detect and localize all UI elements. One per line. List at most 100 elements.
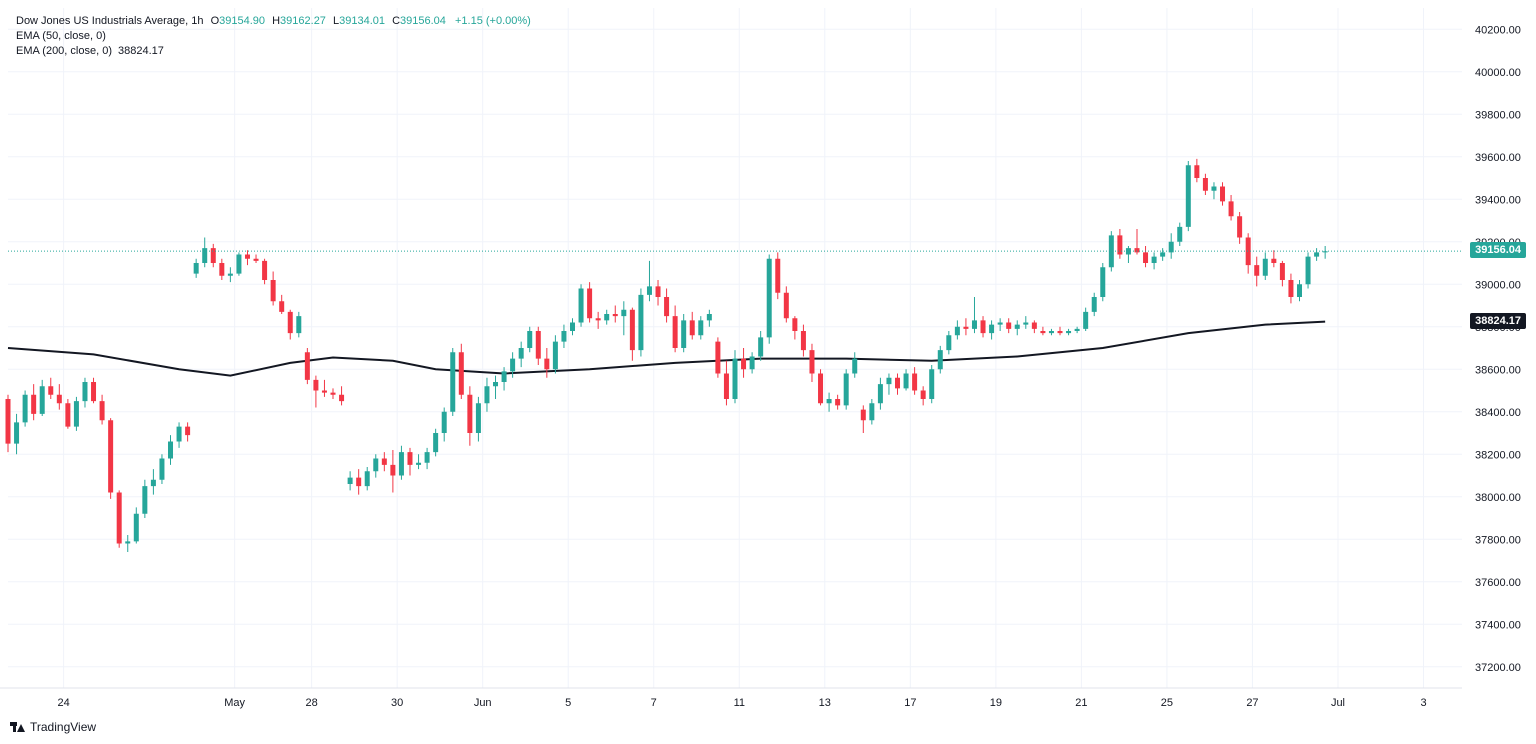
candle-body (1322, 251, 1328, 253)
candle-body (1057, 331, 1063, 334)
candle-body (313, 379, 319, 391)
candle-down (31, 384, 37, 421)
y-tick-label: 39600.00 (1475, 152, 1521, 164)
candle-down (5, 394, 11, 453)
candle-up (441, 407, 447, 442)
candle-down (1117, 229, 1123, 259)
candle-body (48, 386, 54, 395)
candle-up (1091, 292, 1097, 317)
legend-ema50-row[interactable]: EMA (50, close, 0) (16, 29, 531, 44)
x-tick-label: 11 (734, 697, 745, 709)
candle-body (1296, 284, 1302, 297)
candle-body (210, 248, 216, 263)
candle-body (91, 382, 97, 402)
candle-body (1245, 237, 1251, 266)
candle-up (416, 454, 422, 470)
candle-body (826, 399, 832, 404)
candle-up (1322, 246, 1328, 259)
candle-up (569, 318, 575, 336)
candle-up (621, 301, 627, 336)
candle-body (1185, 165, 1191, 227)
close-label: C (392, 15, 401, 27)
candle-body (706, 314, 712, 321)
candle-down (330, 388, 336, 399)
candle-body (1048, 331, 1054, 334)
candle-up (749, 352, 755, 374)
x-tick-label: 28 (306, 697, 318, 709)
candle-body (946, 335, 952, 351)
candle-body (886, 377, 892, 385)
candle-body (852, 358, 858, 374)
candle-up (73, 396, 79, 431)
candle-down (253, 254, 259, 263)
candle-up (142, 479, 148, 518)
candle-up (1023, 316, 1029, 329)
candle-up (766, 254, 772, 344)
x-tick-label: 17 (904, 697, 916, 709)
candle-down (1254, 256, 1260, 287)
tradingview-icon (10, 722, 26, 732)
price-axis: 40200.00 40000.00 39800.00 39600.00 39400.00… (1475, 24, 1521, 674)
candle-body (433, 433, 439, 453)
candle-down (1220, 182, 1226, 206)
symbol-title: Dow Jones US Industrials Average, 1h (16, 15, 204, 27)
candle-up (527, 326, 533, 353)
candle-up (1211, 182, 1217, 200)
candle-down (860, 405, 866, 433)
candle-down (595, 311, 601, 329)
candle-down (356, 469, 362, 495)
candle-down (262, 258, 268, 285)
candle-up (510, 352, 516, 378)
candle-body (835, 399, 841, 406)
candle-down (912, 367, 918, 395)
candle-body (458, 352, 464, 395)
x-tick-label: May (224, 697, 245, 709)
x-tick-label: Jul (1331, 697, 1345, 709)
candle-down (963, 318, 969, 336)
candle-body (792, 318, 798, 331)
candle-down (535, 326, 541, 365)
candle-up (1314, 248, 1320, 261)
candle-up (681, 314, 687, 353)
candle-up (1160, 248, 1166, 261)
candle-up (150, 469, 156, 495)
candle-body (339, 394, 345, 402)
tradingview-logo[interactable]: TradingView (10, 720, 96, 734)
candle-body (963, 326, 969, 329)
candle-body (544, 358, 550, 370)
candle-down (741, 348, 747, 378)
candle-body (330, 392, 336, 395)
candle-body (698, 320, 704, 336)
candle-down (629, 307, 635, 361)
candle-down (108, 418, 114, 499)
candle-down (1031, 320, 1037, 334)
candle-body (484, 386, 490, 404)
candle-up (937, 345, 943, 374)
candle-up (877, 377, 883, 410)
candle-body (1006, 322, 1012, 329)
candle-down (587, 282, 593, 323)
candle-body (929, 369, 935, 399)
candle-down (689, 311, 695, 340)
candle-body (65, 403, 71, 427)
candle-down (339, 386, 345, 406)
candle-body (1014, 324, 1020, 329)
candle-up (176, 422, 182, 448)
candle-up (450, 348, 456, 416)
candle-body (1254, 265, 1260, 276)
candle-down (1228, 195, 1234, 221)
candle-body (1288, 280, 1294, 297)
legend-ema200-row[interactable]: EMA (200, close, 0) 38824.17 (16, 44, 531, 59)
candle-up (398, 445, 404, 480)
x-tick-label: 21 (1075, 697, 1087, 709)
ema200-line (7, 320, 1326, 377)
candle-body (193, 263, 199, 274)
candle-down (1202, 173, 1208, 195)
candle-down (467, 386, 473, 446)
candle-body (775, 258, 781, 293)
candle-body (732, 358, 738, 399)
candle-down (116, 490, 122, 548)
candle-body (1066, 331, 1072, 334)
candle-body (185, 426, 191, 436)
